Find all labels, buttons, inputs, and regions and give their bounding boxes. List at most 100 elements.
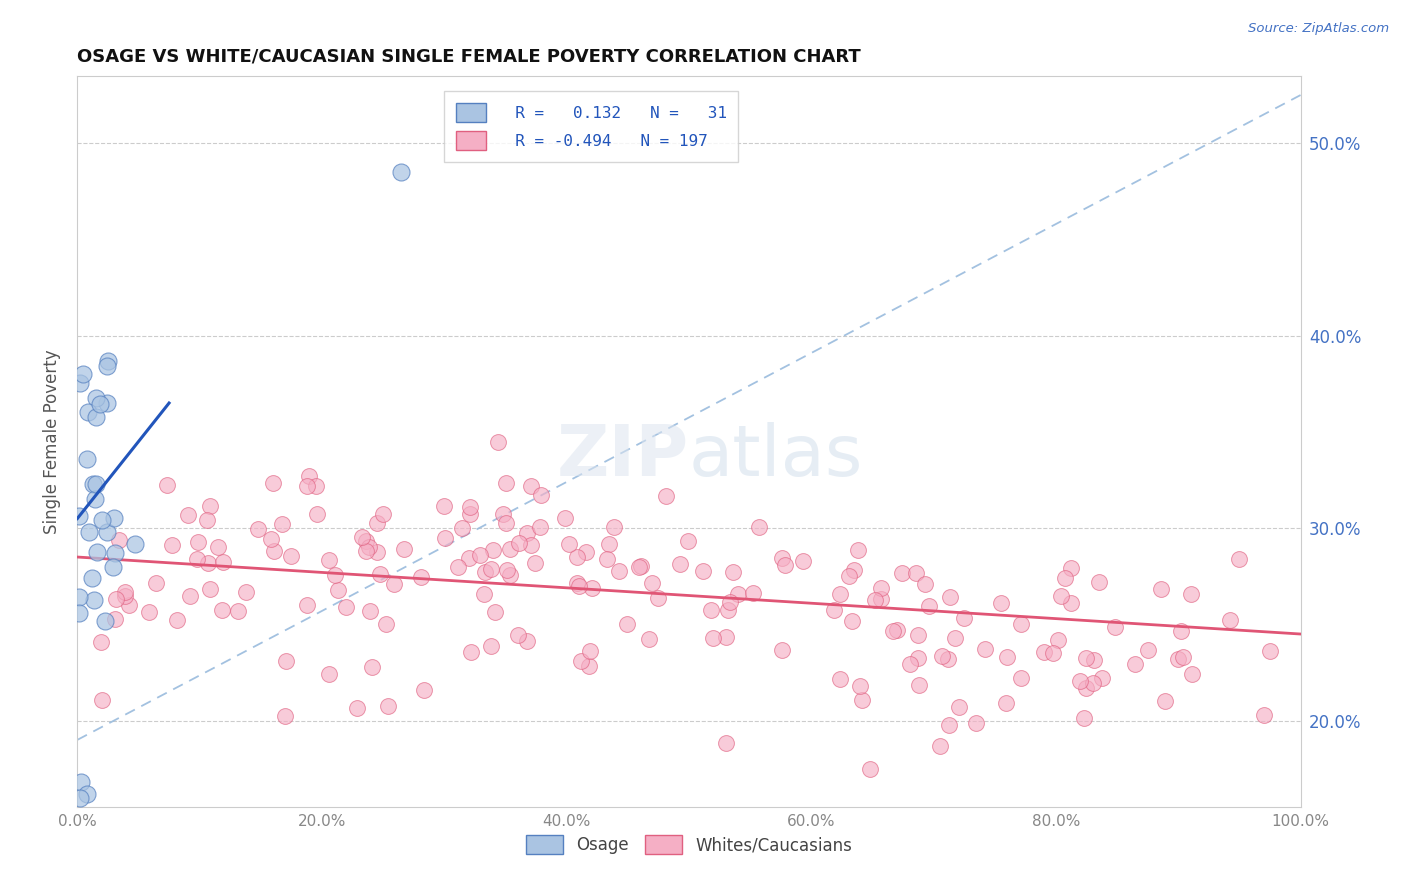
Point — [846, 542, 869, 557]
Point — [346, 701, 368, 715]
Point — [630, 558, 652, 573]
Point — [382, 577, 405, 591]
Point — [262, 475, 284, 490]
Point — [1150, 582, 1173, 596]
Point — [530, 488, 553, 502]
Point — [655, 489, 678, 503]
Point — [568, 578, 591, 592]
Point — [162, 538, 184, 552]
Point — [117, 598, 139, 612]
Point — [366, 545, 388, 559]
Point — [195, 513, 218, 527]
Point — [495, 475, 517, 490]
Point — [77, 405, 100, 419]
Point — [948, 700, 970, 714]
Point — [447, 560, 470, 574]
Point — [641, 576, 664, 591]
Point — [479, 562, 502, 576]
Point — [616, 617, 638, 632]
Point — [792, 554, 814, 568]
Point — [460, 645, 482, 659]
Point — [84, 410, 107, 425]
Point — [668, 558, 690, 572]
Point — [103, 546, 125, 560]
Point — [114, 585, 136, 599]
Point — [1181, 667, 1204, 681]
Point — [848, 679, 870, 693]
Point — [187, 535, 209, 549]
Point — [84, 477, 107, 491]
Point — [298, 468, 321, 483]
Point — [67, 509, 90, 524]
Point — [1083, 653, 1105, 667]
Point — [1170, 624, 1192, 639]
Point — [1229, 551, 1251, 566]
Point — [72, 367, 94, 381]
Point — [82, 477, 104, 491]
Point — [104, 612, 127, 626]
Point — [565, 575, 588, 590]
Point — [69, 790, 91, 805]
Point — [458, 507, 481, 521]
Point — [1076, 650, 1098, 665]
Point — [869, 581, 891, 595]
Point — [271, 517, 294, 532]
Point — [235, 585, 257, 599]
Point — [451, 520, 474, 534]
Point — [84, 492, 107, 507]
Point — [516, 526, 538, 541]
Point — [965, 716, 987, 731]
Point — [211, 603, 233, 617]
Point — [377, 699, 399, 714]
Point — [77, 525, 100, 540]
Point — [918, 599, 941, 614]
Point — [411, 570, 433, 584]
Point — [76, 451, 98, 466]
Point — [898, 657, 921, 671]
Point — [1218, 613, 1240, 627]
Point — [295, 479, 318, 493]
Point — [714, 736, 737, 750]
Point — [931, 649, 953, 664]
Point — [295, 598, 318, 612]
Point — [198, 500, 221, 514]
Point — [69, 376, 91, 390]
Point — [716, 602, 738, 616]
Point — [86, 545, 108, 559]
Point — [356, 533, 378, 548]
Point — [863, 593, 886, 607]
Point — [91, 692, 114, 706]
Point — [83, 593, 105, 607]
Point — [93, 615, 115, 629]
Point — [907, 651, 929, 665]
Point — [470, 548, 492, 562]
Point — [598, 537, 620, 551]
Point — [773, 558, 796, 572]
Point — [1073, 711, 1095, 725]
Point — [904, 566, 927, 580]
Point — [1050, 590, 1073, 604]
Point — [1125, 657, 1147, 671]
Point — [676, 533, 699, 548]
Point — [305, 479, 328, 493]
Point — [492, 507, 515, 521]
Point — [412, 683, 434, 698]
Point — [69, 590, 91, 604]
Point — [914, 577, 936, 591]
Point — [458, 550, 481, 565]
Point — [91, 513, 114, 527]
Point — [105, 591, 128, 606]
Point — [186, 552, 208, 566]
Text: atlas: atlas — [689, 422, 863, 491]
Point — [718, 595, 741, 609]
Point — [458, 500, 481, 514]
Point — [499, 568, 522, 582]
Point — [524, 556, 547, 570]
Point — [1033, 645, 1056, 659]
Point — [823, 602, 845, 616]
Point — [529, 520, 551, 534]
Point — [274, 708, 297, 723]
Point — [352, 530, 374, 544]
Y-axis label: Single Female Poverty: Single Female Poverty — [44, 350, 62, 533]
Text: OSAGE VS WHITE/CAUCASIAN SINGLE FEMALE POVERTY CORRELATION CHART: OSAGE VS WHITE/CAUCASIAN SINGLE FEMALE P… — [77, 48, 860, 66]
